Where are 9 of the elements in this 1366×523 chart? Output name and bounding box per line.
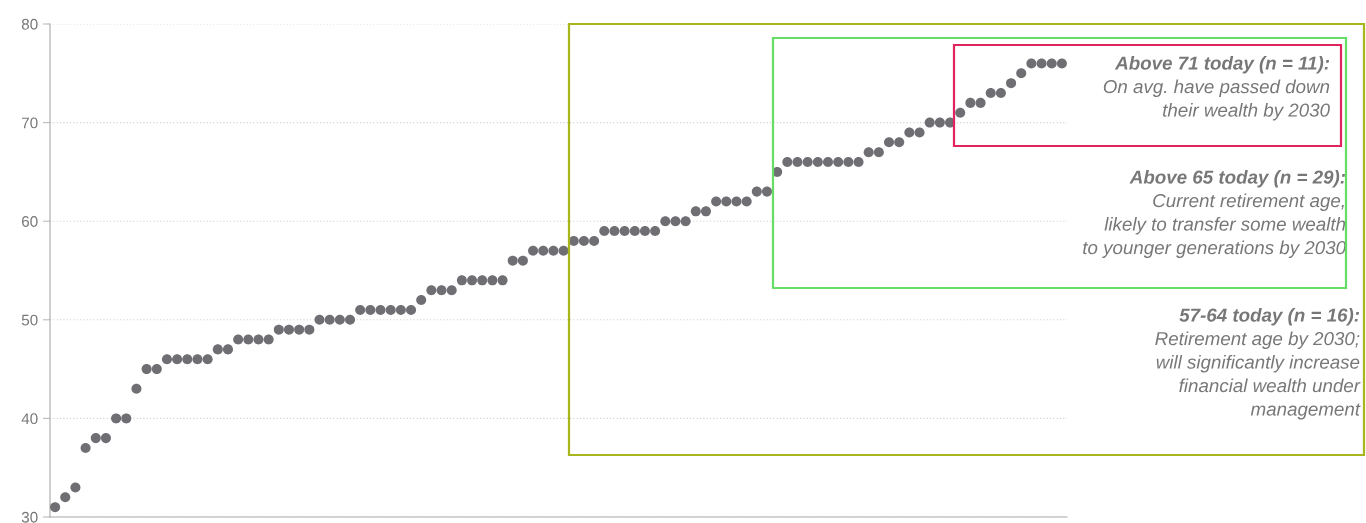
y-tick-label: 40: [21, 413, 38, 425]
y-tick-label: 60: [21, 216, 38, 227]
y-tick-label: 70: [21, 117, 38, 129]
text: 57-64 today (n = 16): Retirement age by 2030; will significantly increase financial wealth under management: [1155, 308, 1361, 420]
y-tick-label: 50: [21, 314, 38, 326]
y-tick-label: 80: [21, 18, 38, 30]
text: Above 71 today (n = 11): On avg. have passed down their wealth by 2030: [1103, 56, 1330, 121]
y-tick-label: 30: [21, 511, 38, 523]
text: Above 65 today (n = 29): Current retirement age, likely to transfer some wealth to younger generations by 2030: [1083, 170, 1346, 258]
